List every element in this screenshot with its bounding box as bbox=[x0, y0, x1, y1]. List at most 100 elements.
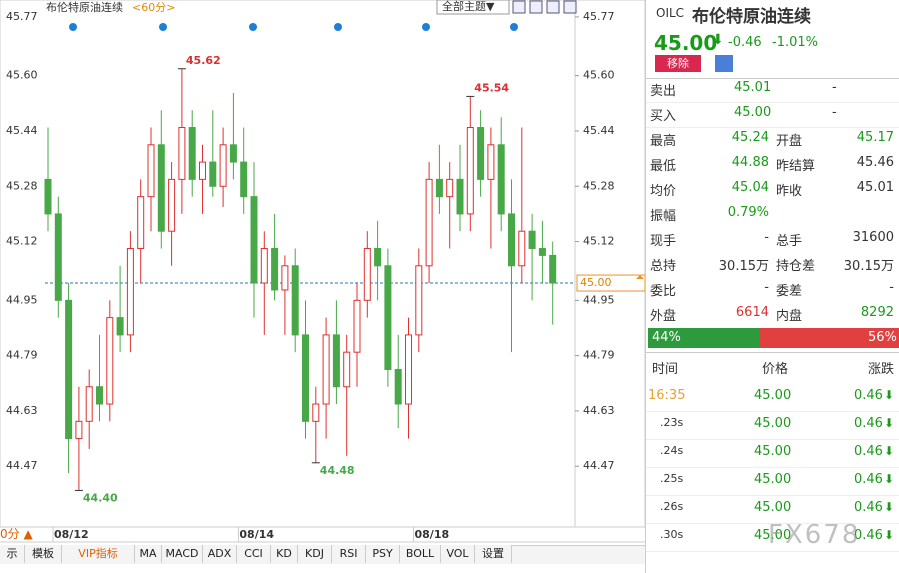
last-price-label: 45.00 bbox=[580, 276, 612, 289]
trades-header: 价格 bbox=[762, 362, 789, 377]
trade-time: .23s bbox=[660, 416, 684, 429]
change-pct: -1.01% bbox=[772, 35, 818, 50]
book-label: 买入 bbox=[650, 109, 677, 124]
candle-body bbox=[178, 127, 186, 180]
toolbar-tab[interactable]: VIP指标 bbox=[62, 545, 135, 563]
candle-body bbox=[85, 386, 93, 422]
candle-body bbox=[312, 403, 320, 422]
period-switch[interactable]: 0分 ▲ bbox=[0, 527, 33, 541]
toolbar-tab[interactable]: PSY bbox=[366, 545, 400, 563]
toolbar-tab[interactable]: VOL bbox=[441, 545, 475, 563]
alert-button[interactable] bbox=[715, 55, 733, 72]
stat-value: 45.04 bbox=[731, 180, 769, 195]
row-line bbox=[646, 127, 899, 128]
trades-header: 时间 bbox=[652, 362, 679, 377]
toolbar-tab[interactable]: KD bbox=[271, 545, 298, 563]
candle-body bbox=[508, 213, 515, 267]
toolbar-tab[interactable]: BOLL bbox=[400, 545, 441, 563]
book-volume: - bbox=[832, 105, 837, 120]
code: OILC bbox=[656, 6, 685, 20]
candle-body bbox=[116, 317, 124, 336]
candle-body bbox=[75, 420, 83, 440]
candle-body bbox=[250, 196, 258, 284]
event-dots[interactable] bbox=[69, 23, 518, 31]
candle-body bbox=[168, 178, 176, 232]
candle-body bbox=[518, 230, 526, 267]
row-line bbox=[646, 523, 899, 524]
toolbar-tab[interactable]: RSI bbox=[332, 545, 366, 563]
candle-body bbox=[137, 196, 145, 249]
row-line bbox=[646, 495, 899, 496]
stat-value: - bbox=[764, 230, 769, 245]
y-tick-label-right: 45.44 bbox=[583, 124, 615, 137]
candle-body bbox=[209, 161, 217, 187]
candle-body bbox=[415, 265, 423, 336]
stat-value: 6614 bbox=[735, 305, 769, 320]
theme-button[interactable] bbox=[436, 0, 510, 15]
candle-body bbox=[466, 127, 474, 215]
toolbar-tab[interactable]: KDJ bbox=[298, 545, 332, 563]
y-tick-label: 45.44 bbox=[6, 124, 38, 137]
candle-body bbox=[528, 230, 536, 249]
trade-time: .24s bbox=[660, 444, 684, 457]
candle-body bbox=[126, 247, 134, 336]
candle-body bbox=[302, 334, 309, 422]
sell-ratio-bar bbox=[758, 328, 899, 348]
candle-body bbox=[322, 334, 330, 405]
row-line bbox=[646, 439, 899, 440]
trade-time: 16:35 bbox=[648, 388, 686, 403]
divider bbox=[646, 352, 899, 353]
stat-value: 45.01 bbox=[856, 180, 894, 195]
stat-label: 总手 bbox=[776, 234, 803, 249]
stat-value: - bbox=[764, 280, 769, 295]
candle-body bbox=[363, 247, 371, 301]
stat-value: 30.15万 bbox=[718, 259, 769, 274]
y-tick-label-right: 44.47 bbox=[583, 459, 615, 472]
candle-body bbox=[353, 299, 361, 353]
stat-label: 持仓差 bbox=[776, 259, 816, 274]
toolbar-icons[interactable] bbox=[512, 0, 577, 14]
row-line bbox=[646, 551, 899, 552]
candle-body bbox=[291, 265, 299, 336]
candle-body bbox=[384, 265, 392, 370]
stat-value: 44.88 bbox=[731, 155, 769, 170]
toolbar-tab[interactable]: 设置 bbox=[475, 545, 512, 563]
toolbar-tab[interactable]: 模板 bbox=[25, 545, 62, 563]
annotation: 44.48 bbox=[320, 464, 355, 477]
trade-arrow: ⬇ bbox=[884, 472, 895, 486]
candle-body bbox=[260, 247, 268, 284]
y-tick-label: 44.95 bbox=[6, 293, 38, 306]
stat-label: 现手 bbox=[650, 234, 677, 249]
arrow: ⬇ bbox=[712, 32, 724, 48]
candle-body bbox=[497, 144, 505, 215]
remove-button[interactable]: 移除 bbox=[655, 55, 701, 72]
toolbar-tab[interactable]: MACD bbox=[162, 545, 203, 563]
stat-label: 内盘 bbox=[776, 309, 803, 324]
trade-price: 45.00 bbox=[754, 388, 792, 403]
chart-title: 布伦特原油连续 bbox=[46, 0, 123, 14]
watermark: FX678 bbox=[768, 520, 861, 550]
y-tick-label-right: 45.28 bbox=[583, 179, 615, 192]
period-label[interactable]: <60分> bbox=[132, 1, 175, 14]
buy-ratio-bar bbox=[648, 328, 759, 348]
x-tick-label: 08/12 bbox=[54, 528, 89, 541]
candle-body bbox=[456, 178, 464, 215]
x-tick-label: 08/18 bbox=[415, 528, 450, 541]
row-line bbox=[646, 467, 899, 468]
toolbar-tab[interactable]: MA bbox=[135, 545, 162, 563]
trade-arrow: ⬇ bbox=[884, 388, 895, 402]
name: 布伦特原油连续 bbox=[692, 7, 811, 27]
toolbar-tab[interactable]: 示 bbox=[0, 545, 25, 563]
divider bbox=[646, 78, 899, 79]
candle-body bbox=[446, 178, 454, 198]
y-tick-label-right: 44.79 bbox=[583, 349, 615, 362]
last-price-box bbox=[576, 274, 645, 292]
book-label: 卖出 bbox=[650, 84, 677, 99]
y-tick-label-right: 45.77 bbox=[583, 10, 615, 23]
y-tick-label-right: 45.60 bbox=[583, 69, 615, 82]
toolbar-tab[interactable]: CCI bbox=[237, 545, 271, 563]
trade-price: 45.00 bbox=[754, 500, 792, 515]
toolbar-tab[interactable]: ADX bbox=[203, 545, 237, 563]
trade-change: 0.46 bbox=[854, 416, 883, 431]
